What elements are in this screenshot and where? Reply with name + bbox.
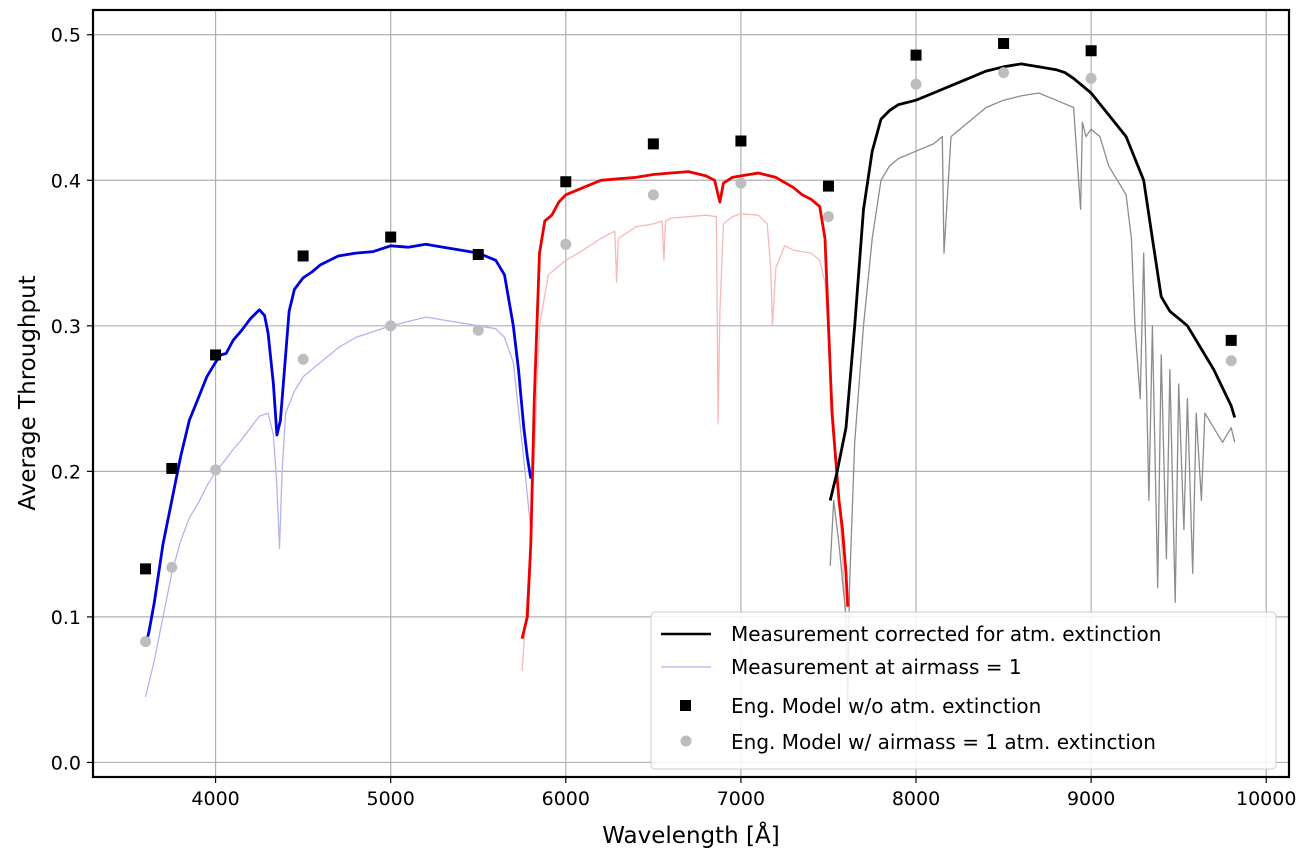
airmass-circle-marker	[647, 189, 659, 201]
model-square-marker	[735, 135, 747, 147]
airmass-circle-marker	[166, 561, 178, 573]
airmass-circle-marker	[910, 78, 922, 90]
nir-airmass-line	[829, 92, 1236, 705]
y-axis-label: Average Throughput	[15, 275, 41, 510]
y-tick-label: 0.3	[51, 316, 81, 338]
red-corrected-line	[520, 170, 850, 640]
model-square-marker	[560, 176, 572, 188]
model-square-marker	[210, 349, 222, 361]
legend-label-model: Eng. Model w/o atm. extinction	[731, 694, 1041, 718]
airmass-circle-marker	[735, 177, 747, 189]
legend-label-model-airmass: Eng. Model w/ airmass = 1 atm. extinctio…	[731, 730, 1156, 754]
x-tick-label: 6000	[542, 788, 590, 810]
legend-swatch-model	[680, 700, 691, 711]
legend-label-corrected: Measurement corrected for atm. extinctio…	[731, 622, 1161, 646]
x-tick-label: 4000	[191, 788, 239, 810]
model-square-marker	[472, 249, 484, 261]
legend-box	[650, 611, 1277, 770]
airmass-circle-marker	[1085, 72, 1097, 84]
model-square-marker	[140, 563, 152, 575]
red-airmass-line	[521, 213, 847, 671]
blue-corrected-line	[144, 242, 533, 647]
y-tick-label: 0.1	[51, 607, 81, 629]
airmass-circle-marker	[210, 464, 222, 476]
airmass-circle-marker	[998, 67, 1010, 79]
y-tick-label: 0.5	[51, 25, 81, 47]
plot-frame	[91, 8, 1291, 779]
model-square-marker	[910, 49, 922, 61]
model-square-marker	[297, 250, 309, 262]
airmass-circle-marker	[297, 353, 309, 365]
legend-label-airmass: Measurement at airmass = 1	[731, 655, 1022, 679]
y-tick-label: 0.2	[51, 461, 81, 483]
model-square-marker	[1085, 45, 1097, 57]
x-tick-label: 5000	[367, 788, 415, 810]
legend-swatch-model-airmass	[680, 735, 692, 747]
y-tick-label: 0.4	[51, 170, 81, 192]
model-square-marker	[385, 231, 397, 243]
airmass-circle-marker	[560, 238, 572, 250]
model-square-marker	[166, 462, 178, 474]
model-markers	[140, 37, 1237, 648]
model-square-marker	[822, 180, 834, 192]
model-square-marker	[1225, 334, 1237, 346]
y-tick-label: 0.0	[51, 752, 81, 774]
x-axis-label: Wavelength [Å]	[602, 821, 779, 849]
model-square-marker	[647, 138, 659, 150]
airmass-circle-marker	[385, 320, 397, 332]
spectral-lines	[144, 62, 1237, 705]
axis-ticks: 4000 5000 6000 7000 8000 9000 10000 0.0 0.1 0.2 0.…	[51, 25, 1297, 810]
nir-corrected-line	[828, 62, 1237, 501]
legend: Measurement corrected for atm. extinctio…	[650, 611, 1277, 770]
airmass-circle-marker	[472, 324, 484, 336]
blue-airmass-line	[144, 316, 532, 698]
model-square-marker	[998, 37, 1010, 49]
x-tick-label: 10000	[1236, 788, 1296, 810]
airmass-circle-marker	[1225, 355, 1237, 367]
x-tick-label: 8000	[892, 788, 940, 810]
x-tick-label: 9000	[1067, 788, 1115, 810]
airmass-circle-marker	[822, 211, 834, 223]
airmass-circle-marker	[140, 636, 152, 648]
x-tick-label: 7000	[717, 788, 765, 810]
